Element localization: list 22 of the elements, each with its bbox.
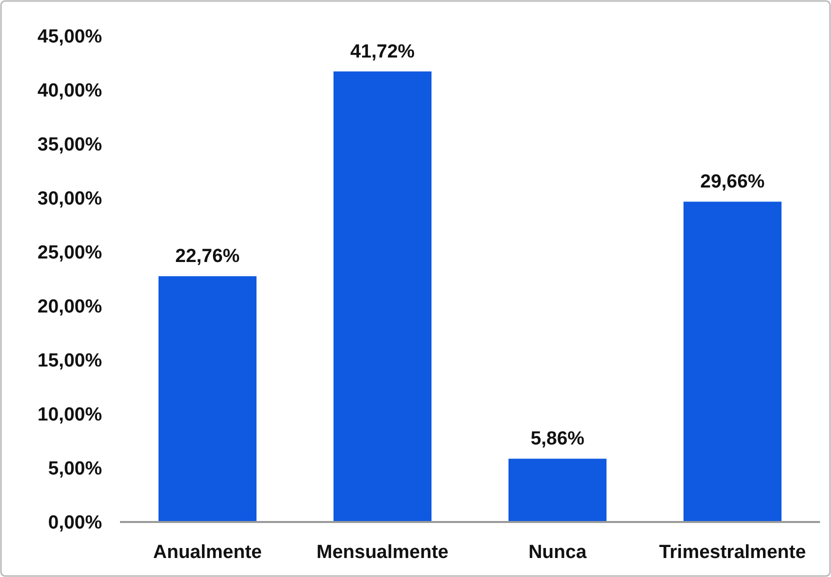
- bar: [684, 202, 782, 522]
- data-label: 22,76%: [175, 246, 240, 268]
- y-tick-label: 45,00%: [38, 26, 102, 48]
- x-tick-label: Anualmente: [153, 542, 262, 563]
- data-label: 41,72%: [350, 41, 415, 62]
- bar: [158, 276, 256, 522]
- y-tick-label: 0,00%: [48, 512, 102, 534]
- x-tick-label: Trimestralmente: [659, 542, 806, 563]
- bar: [508, 458, 606, 522]
- x-tick-label: Nunca: [528, 542, 587, 563]
- y-tick-label: 20,00%: [38, 296, 102, 318]
- y-tick-label: 5,00%: [48, 458, 102, 480]
- data-label: 29,66%: [700, 172, 765, 193]
- y-tick-label: 25,00%: [38, 242, 102, 264]
- data-label: 5,86%: [530, 428, 585, 450]
- y-tick-label: 10,00%: [38, 404, 102, 426]
- y-tick-label: 35,00%: [38, 134, 102, 156]
- bar: [334, 71, 432, 522]
- y-tick-label: 40,00%: [38, 80, 102, 102]
- x-tick-label: Mensualmente: [316, 542, 448, 563]
- y-tick-label: 30,00%: [38, 188, 102, 210]
- y-tick-label: 15,00%: [38, 350, 102, 372]
